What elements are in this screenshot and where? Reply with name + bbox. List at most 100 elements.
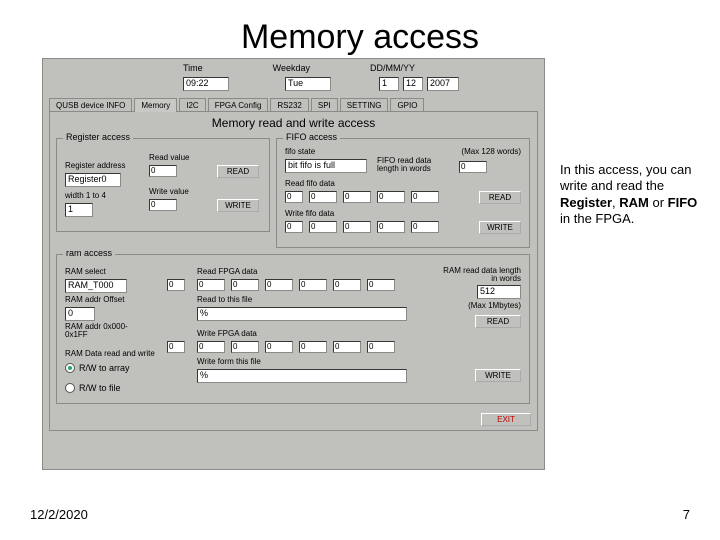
time-field[interactable]: 09:22	[183, 77, 229, 91]
r0[interactable]: 0	[197, 279, 225, 291]
tab-setting[interactable]: SETTING	[340, 98, 389, 112]
memory-subtitle: Memory read and write access	[50, 112, 537, 134]
write-fifo-label: Write fifo data	[285, 209, 334, 218]
write-value-field[interactable]: 0	[149, 199, 177, 211]
read-fpga-row: 0 0 0 0 0 0	[197, 279, 395, 291]
ram-data-index[interactable]: 0	[167, 279, 185, 291]
weekday-field[interactable]: Tue	[285, 77, 331, 91]
fifo-readlen-field[interactable]: 0	[459, 161, 487, 173]
reg-addr-field[interactable]: Register0	[65, 173, 121, 187]
desc-part1: In this access, you can write and read t…	[560, 162, 692, 193]
ram-len-field[interactable]: 512	[477, 285, 521, 299]
rw-array-radio[interactable]: R/W to array	[65, 363, 130, 373]
tab-fpga-config[interactable]: FPGA Config	[208, 98, 269, 112]
tab-rs232[interactable]: RS232	[270, 98, 308, 112]
description-text: In this access, you can write and read t…	[560, 162, 705, 227]
fifo-w3[interactable]: 0	[411, 221, 439, 233]
fifo-w0[interactable]: 0	[309, 221, 337, 233]
register-panel-title: Register access	[63, 132, 133, 142]
ram-offset-label: RAM addr Offset	[65, 295, 124, 304]
fifo-readlen-label: FIFO read data length in words	[377, 157, 449, 173]
ram-select-label: RAM select	[65, 267, 106, 276]
write-fpga-label: Write FPGA data	[197, 329, 257, 338]
date-label: DD/MM/YY	[370, 63, 415, 73]
fifo-read-button[interactable]: READ	[479, 191, 521, 204]
desc-bold3: FIFO	[668, 195, 698, 210]
slide: Memory access Time Weekday DD/MM/YY 09:2…	[0, 0, 720, 540]
w5[interactable]: 0	[367, 341, 395, 353]
fifo-r0[interactable]: 0	[309, 191, 337, 203]
desc-bold1: Register	[560, 195, 612, 210]
ram-addr-label: RAM addr 0x000-0x1FF	[65, 323, 137, 339]
tab-i2c[interactable]: I2C	[179, 98, 205, 112]
reg-addr-label: Register address	[65, 161, 125, 170]
write-fpga-row: 0 0 0 0 0 0	[197, 341, 395, 353]
width-field[interactable]: 1	[65, 203, 93, 217]
tab-bar: QUSB device INFO Memory I2C FPGA Config …	[43, 97, 544, 111]
ram-data-index2[interactable]: 0	[167, 341, 185, 353]
reg-read-button[interactable]: READ	[217, 165, 259, 178]
width-label: width 1 to 4	[65, 191, 106, 200]
r2[interactable]: 0	[265, 279, 293, 291]
r5[interactable]: 0	[367, 279, 395, 291]
w1[interactable]: 0	[231, 341, 259, 353]
fifo-write-button[interactable]: WRITE	[479, 221, 521, 234]
r3[interactable]: 0	[299, 279, 327, 291]
fifo-idx[interactable]: 0	[285, 191, 303, 203]
tab-memory[interactable]: Memory	[134, 98, 177, 112]
ram-select-field[interactable]: RAM_T000	[65, 279, 127, 293]
mm-field[interactable]: 12	[403, 77, 423, 91]
write-file-field[interactable]: %	[197, 369, 407, 383]
time-label: Time	[183, 63, 203, 73]
desc-sep2: or	[649, 195, 668, 210]
r1[interactable]: 0	[231, 279, 259, 291]
ram-data-rw-label: RAM Data read and write	[65, 349, 155, 358]
ram-panel: ram access RAM select RAM_T000 RAM addr …	[56, 254, 530, 404]
fifo-state-label: fifo state	[285, 147, 315, 156]
read-file-field[interactable]: %	[197, 307, 407, 321]
write-fifo-row: 0 0 0 0 0	[285, 221, 439, 233]
tab-gpio[interactable]: GPIO	[390, 98, 424, 112]
read-value-field[interactable]: 0	[149, 165, 177, 177]
fifo-widx[interactable]: 0	[285, 221, 303, 233]
ram-offset-field[interactable]: 0	[65, 307, 95, 321]
read-file-label: Read to this file	[197, 295, 252, 304]
page-number: 7	[683, 507, 690, 522]
read-fpga-label: Read FPGA data	[197, 267, 257, 276]
fifo-w2[interactable]: 0	[377, 221, 405, 233]
rw-array-label: R/W to array	[79, 363, 130, 373]
w0[interactable]: 0	[197, 341, 225, 353]
slide-title: Memory access	[0, 18, 720, 57]
ram-write-button[interactable]: WRITE	[475, 369, 521, 382]
dd-field[interactable]: 1	[379, 77, 399, 91]
radio-dot-icon	[65, 383, 75, 393]
exit-button[interactable]: EXIT	[481, 413, 531, 426]
fifo-r2[interactable]: 0	[377, 191, 405, 203]
w3[interactable]: 0	[299, 341, 327, 353]
w2[interactable]: 0	[265, 341, 293, 353]
date-fields: 1 12 2007	[379, 77, 459, 91]
radio-dot-icon	[65, 363, 75, 373]
write-file-label: Write form this file	[197, 357, 261, 366]
desc-bold2: RAM	[619, 195, 649, 210]
fifo-panel-title: FIFO access	[283, 132, 340, 142]
tab-qusb[interactable]: QUSB device INFO	[49, 98, 132, 112]
fifo-max-label: (Max 128 words)	[461, 147, 521, 156]
tab-spi[interactable]: SPI	[311, 98, 338, 112]
w4[interactable]: 0	[333, 341, 361, 353]
r4[interactable]: 0	[333, 279, 361, 291]
reg-write-button[interactable]: WRITE	[217, 199, 259, 212]
rw-file-label: R/W to file	[79, 383, 121, 393]
fifo-panel: FIFO access fifo state (Max 128 words) b…	[276, 138, 530, 248]
ram-read-button[interactable]: READ	[475, 315, 521, 328]
register-panel: Register access Register address Registe…	[56, 138, 270, 232]
fifo-r1[interactable]: 0	[343, 191, 371, 203]
ram-panel-title: ram access	[63, 248, 115, 258]
fifo-w1[interactable]: 0	[343, 221, 371, 233]
footer-date: 12/2/2020	[30, 507, 88, 522]
rw-file-radio[interactable]: R/W to file	[65, 383, 121, 393]
yy-field[interactable]: 2007	[427, 77, 459, 91]
fifo-r3[interactable]: 0	[411, 191, 439, 203]
fifo-state-field[interactable]: bit fifo is full	[285, 159, 367, 173]
ram-len-label: RAM read data length in words	[443, 267, 521, 283]
